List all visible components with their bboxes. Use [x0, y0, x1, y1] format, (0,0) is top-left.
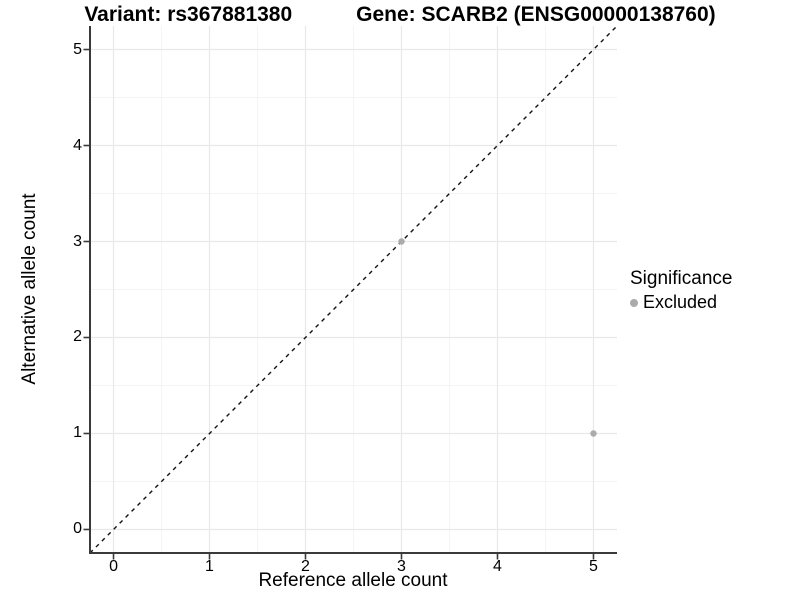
legend: Significance Excluded — [630, 268, 732, 313]
y-axis-tick-label: 0 — [73, 520, 82, 538]
data-point — [398, 238, 405, 245]
y-axis-tick-label: 1 — [73, 424, 82, 442]
y-axis-title: Alternative allele count — [19, 193, 40, 385]
legend-title: Significance — [630, 268, 733, 289]
plot-title: Variant: rs367881380 Gene: SCARB2 (ENSG0… — [0, 3, 800, 27]
y-axis-tick-label: 3 — [73, 232, 82, 250]
x-axis-tick-label: 1 — [205, 558, 214, 575]
x-axis-tick-label: 4 — [493, 558, 502, 575]
x-axis-tick-label: 0 — [109, 558, 118, 575]
data-point — [590, 430, 597, 437]
x-axis-title: Reference allele count — [258, 570, 448, 591]
y-axis-tick-label: 5 — [73, 40, 82, 58]
x-axis-tick-label: 2 — [301, 558, 310, 575]
identity-dashed-line — [89, 25, 618, 554]
legend-item-label: Excluded — [643, 291, 718, 312]
x-axis-tick-label: 5 — [589, 558, 598, 575]
x-axis-tick-label: 3 — [397, 558, 406, 575]
legend-point-icon — [630, 298, 638, 307]
legend-item-excluded: Excluded — [630, 291, 732, 313]
y-axis-tick-label: 4 — [73, 136, 82, 154]
plot-title-variant: Variant: rs367881380 — [84, 3, 293, 26]
y-axis-tick-label: 2 — [73, 328, 82, 346]
plot-title-gene: Gene: SCARB2 (ENSG00000138760) — [356, 3, 716, 26]
